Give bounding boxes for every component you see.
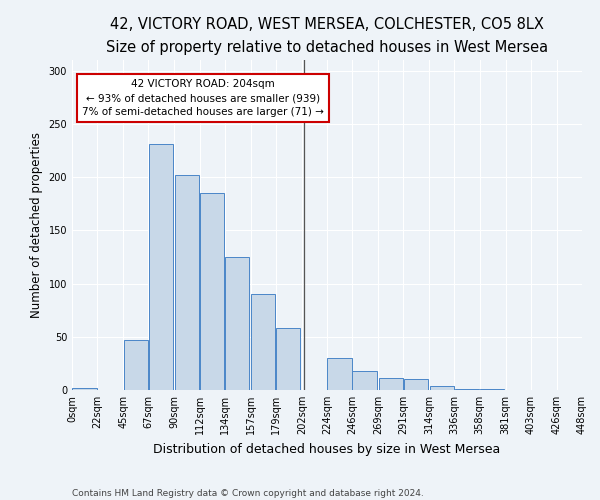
Text: 42 VICTORY ROAD: 204sqm
← 93% of detached houses are smaller (939)
7% of semi-de: 42 VICTORY ROAD: 204sqm ← 93% of detache… xyxy=(82,79,324,117)
Bar xyxy=(455,389,479,390)
Title: 42, VICTORY ROAD, WEST MERSEA, COLCHESTER, CO5 8LX
Size of property relative to : 42, VICTORY ROAD, WEST MERSEA, COLCHESTE… xyxy=(106,18,548,54)
Text: Contains HM Land Registry data © Crown copyright and database right 2024.: Contains HM Land Registry data © Crown c… xyxy=(72,488,424,498)
Bar xyxy=(404,380,428,390)
Bar xyxy=(200,193,224,390)
Bar xyxy=(251,294,275,390)
Bar xyxy=(73,388,97,390)
Bar xyxy=(149,144,173,390)
Bar xyxy=(124,340,148,390)
Bar xyxy=(328,358,352,390)
Bar xyxy=(276,328,301,390)
Bar xyxy=(379,378,403,390)
Bar xyxy=(175,175,199,390)
Bar xyxy=(430,386,454,390)
Bar xyxy=(225,257,249,390)
X-axis label: Distribution of detached houses by size in West Mersea: Distribution of detached houses by size … xyxy=(154,442,500,456)
Bar xyxy=(352,371,377,390)
Y-axis label: Number of detached properties: Number of detached properties xyxy=(30,132,43,318)
Bar xyxy=(480,389,504,390)
